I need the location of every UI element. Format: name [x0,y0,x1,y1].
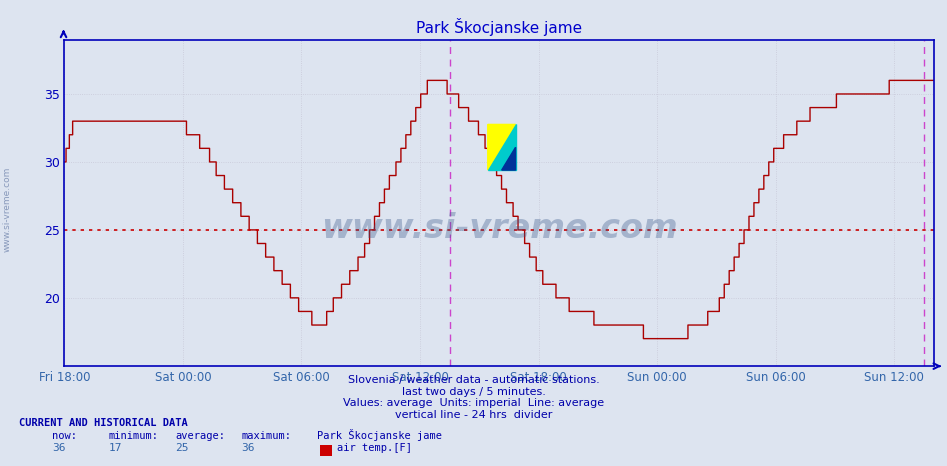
Text: CURRENT AND HISTORICAL DATA: CURRENT AND HISTORICAL DATA [19,418,188,428]
Text: 36: 36 [241,443,255,453]
Text: air temp.[F]: air temp.[F] [337,443,412,453]
Text: maximum:: maximum: [241,431,292,441]
Text: last two days / 5 minutes.: last two days / 5 minutes. [402,387,545,397]
Text: Slovenia / weather data - automatic stations.: Slovenia / weather data - automatic stat… [348,375,599,385]
Text: Values: average  Units: imperial  Line: average: Values: average Units: imperial Line: av… [343,398,604,408]
Text: 25: 25 [175,443,188,453]
Text: Park Škocjanske jame: Park Škocjanske jame [317,429,442,441]
Text: 36: 36 [52,443,65,453]
Text: www.si-vreme.com: www.si-vreme.com [321,212,677,245]
Text: vertical line - 24 hrs  divider: vertical line - 24 hrs divider [395,410,552,420]
Text: average:: average: [175,431,225,441]
Text: minimum:: minimum: [109,431,159,441]
Text: www.si-vreme.com: www.si-vreme.com [3,167,12,253]
Text: now:: now: [52,431,77,441]
Text: 17: 17 [109,443,122,453]
Title: Park Škocjanske jame: Park Škocjanske jame [416,18,582,36]
Polygon shape [488,124,515,170]
Polygon shape [488,124,515,170]
Polygon shape [502,147,515,170]
